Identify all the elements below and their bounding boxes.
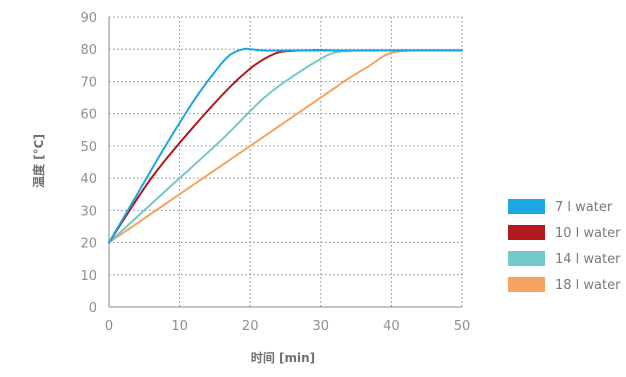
legend-item-2: 10 l water (508, 225, 621, 241)
legend-swatch (508, 251, 545, 266)
x-tick-label: 10 (171, 319, 188, 334)
legend-item-3: 14 l water (508, 251, 621, 267)
legend-swatch (508, 199, 545, 214)
y-tick-label: 0 (89, 301, 97, 316)
legend-swatch (508, 225, 545, 240)
y-tick-label: 90 (80, 11, 97, 26)
frame-layer (108, 17, 462, 308)
y-tick-label: 60 (80, 108, 97, 123)
y-tick-label: 20 (80, 237, 97, 252)
series-layer (108, 47, 463, 244)
y-tick-label: 80 (80, 43, 97, 58)
y-tick-label: 40 (80, 172, 97, 187)
x-tick-label: 50 (454, 319, 471, 334)
series-line-1 (108, 47, 463, 244)
x-tick-label: 40 (383, 319, 400, 334)
legend-item-4: 18 l water (508, 277, 621, 293)
legend-label: 10 l water (555, 226, 621, 241)
y-tick-label: 70 (80, 75, 97, 90)
legend: 7 l water 10 l water 14 l water 18 l water (508, 199, 621, 293)
y-tick-label: 10 (80, 269, 97, 284)
legend-item-1: 7 l water (508, 199, 613, 215)
y-axis-title: 温度 [°C] (31, 134, 46, 188)
legend-label: 18 l water (555, 278, 621, 293)
grid-layer (109, 16, 463, 307)
legend-swatch (508, 277, 545, 292)
x-tick-label: 20 (242, 319, 259, 334)
x-tick-label: 30 (313, 319, 330, 334)
legend-label: 14 l water (555, 252, 621, 267)
y-tick-label: 50 (80, 140, 97, 155)
y-tick-label: 30 (80, 204, 97, 219)
legend-label: 7 l water (555, 200, 613, 215)
tick-layer: 0 10 20 30 40 50 60 70 80 90 0 10 20 30 40 50 (80, 11, 470, 334)
x-axis-title: 时间 [min] (251, 350, 315, 365)
x-tick-label: 0 (105, 319, 113, 334)
